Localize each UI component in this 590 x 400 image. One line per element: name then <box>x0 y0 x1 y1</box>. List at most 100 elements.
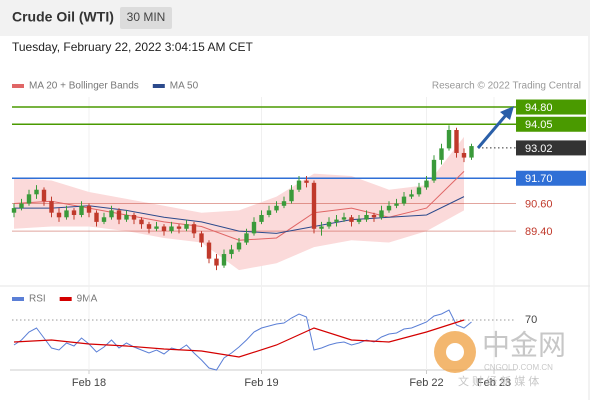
candle-body <box>424 180 429 188</box>
level-label: 93.02 <box>525 143 553 155</box>
candle-body <box>274 205 279 211</box>
level-label: 90.60 <box>525 198 553 210</box>
candle-body <box>304 180 309 183</box>
candle-body <box>289 189 294 202</box>
candle-body <box>251 221 257 234</box>
candle-body <box>409 194 414 197</box>
candle-body <box>79 205 84 215</box>
candle-body <box>394 203 399 206</box>
candle-body <box>469 146 474 158</box>
level-badge <box>516 170 586 186</box>
candle-body <box>199 233 204 243</box>
candle-body <box>221 254 227 266</box>
candle-body <box>86 205 92 213</box>
candle-body <box>454 129 459 153</box>
candle-body <box>34 189 39 195</box>
candle-body <box>184 224 189 229</box>
watermark: 中金网 CNGOLD.COM.CN 文 财 经 新 媒 体 <box>434 329 566 388</box>
watermark-tagline: 文 财 经 新 媒 体 <box>458 374 539 388</box>
credit: Research © 2022 Trading Central <box>432 81 581 92</box>
x-tick-label: Feb 23 <box>477 377 511 389</box>
legend-swatch <box>12 84 24 88</box>
level-badge <box>516 99 586 115</box>
level-label: 94.05 <box>525 119 553 131</box>
interval: 30 MIN <box>127 10 166 24</box>
candle-body <box>41 189 47 202</box>
legend-label: MA 50 <box>170 81 199 92</box>
candle-body <box>64 210 69 218</box>
interval-badge <box>120 7 172 29</box>
x-tick-label: Feb 18 <box>72 377 106 389</box>
candle-body <box>461 152 467 158</box>
candle-body <box>229 249 234 255</box>
candle-body <box>319 226 324 229</box>
watermark-brand: 中金网 <box>482 329 566 360</box>
legend-label: MA 20 + Bollinger Bands <box>29 81 139 92</box>
candle-body <box>116 210 122 220</box>
candle-body <box>131 214 137 220</box>
legend-label: 9MA <box>77 294 98 305</box>
candle-body <box>334 219 339 222</box>
candle-body <box>94 212 99 222</box>
candle-body <box>71 210 77 215</box>
candle-body <box>356 219 362 222</box>
candle-body <box>371 214 377 218</box>
level-label: 91.70 <box>525 173 553 185</box>
title: Crude Oil (WTI) <box>12 9 114 25</box>
candle-body <box>56 212 62 218</box>
trend-arrow <box>476 114 508 149</box>
candle-body <box>19 203 24 209</box>
candle-body <box>146 224 152 229</box>
candle-body <box>259 214 264 222</box>
rsi-tick-label: 70 <box>525 314 537 326</box>
trend-arrow-head <box>500 106 514 120</box>
rsi-ma-line <box>13 319 465 358</box>
candle-body <box>124 214 129 220</box>
candle-body <box>154 226 159 229</box>
candle-body <box>101 217 107 222</box>
x-tick-label: Feb 22 <box>409 377 443 389</box>
candle-body <box>26 194 32 204</box>
x-tick-label: Feb 19 <box>244 377 278 389</box>
candle-body <box>311 182 317 229</box>
candle-body <box>296 180 302 190</box>
legend-swatch <box>152 84 165 88</box>
candle-body <box>169 226 174 232</box>
candle-body <box>416 187 422 195</box>
candle-body <box>386 205 392 211</box>
candle-body <box>401 196 407 204</box>
candle-body <box>191 224 197 234</box>
candle-body <box>49 201 54 213</box>
watermark-logo-inner <box>446 343 464 361</box>
timestamp: Tuesday, February 22, 2022 3:04:15 AM CE… <box>12 40 253 54</box>
level-label: 94.80 <box>525 102 553 114</box>
candle-body <box>326 221 332 227</box>
watermark-site: CNGOLD.COM.CN <box>484 363 553 372</box>
level-badge <box>516 140 586 156</box>
candle-body <box>431 159 437 181</box>
candle-body <box>176 226 182 229</box>
candle-body <box>439 148 444 160</box>
legend-swatch <box>59 297 72 301</box>
candle-body <box>206 242 212 259</box>
candle-body <box>349 217 354 222</box>
candle-body <box>266 210 272 215</box>
candle-body <box>161 226 167 232</box>
legend-label: RSI <box>29 294 46 305</box>
candle-body <box>364 214 369 220</box>
candle-body <box>341 217 347 220</box>
candle-body <box>11 208 17 213</box>
rsi-line <box>13 309 472 371</box>
candle-body <box>139 219 144 225</box>
header-bar <box>0 0 590 36</box>
candle-body <box>109 210 114 218</box>
bollinger-band <box>14 136 464 271</box>
level-badge <box>516 116 586 132</box>
candle-body <box>236 242 242 250</box>
candle-body <box>446 129 452 149</box>
candle-body <box>214 258 219 266</box>
candle-body <box>379 210 384 218</box>
candle-body <box>281 201 287 206</box>
